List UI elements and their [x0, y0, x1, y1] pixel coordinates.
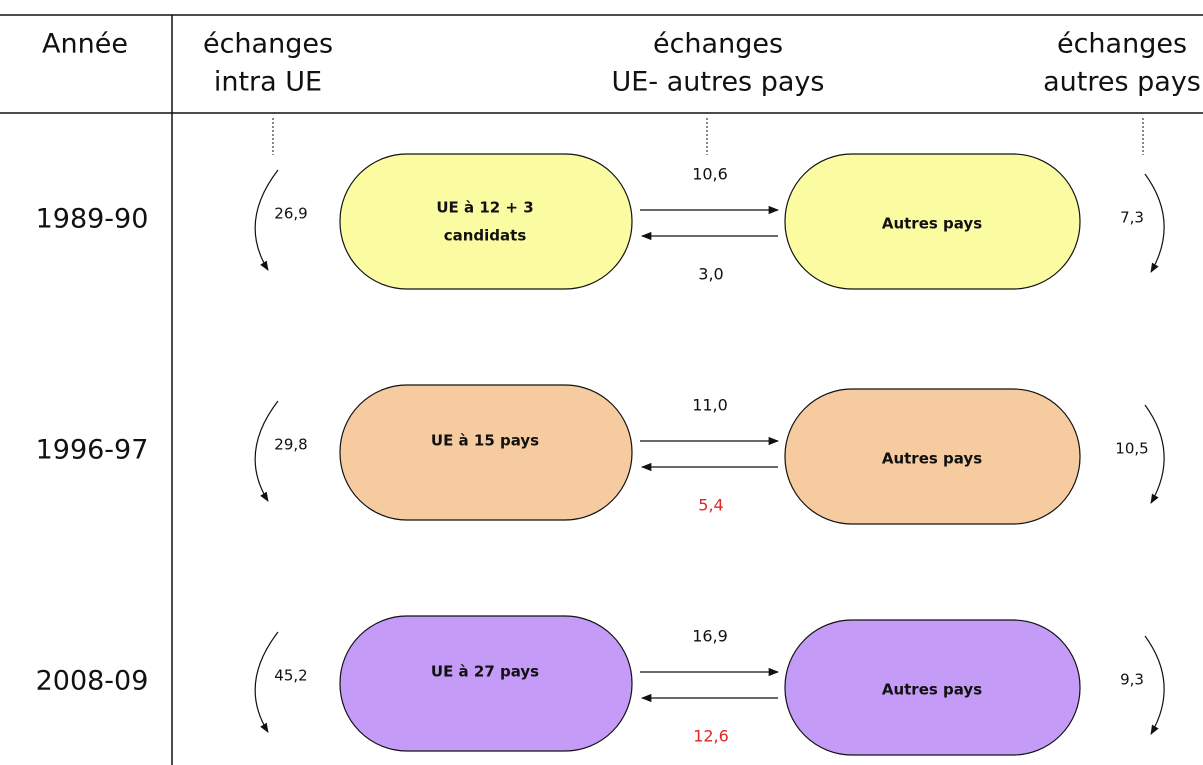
column-header: échanges	[1057, 29, 1187, 60]
intra-value: 29,8	[274, 436, 307, 454]
year-header: Année	[42, 29, 128, 60]
intra-arrow	[254, 631, 279, 733]
column-header: autres pays	[1043, 67, 1201, 98]
eu-label: UE à 15 pays	[431, 432, 539, 450]
column-header: échanges	[653, 29, 783, 60]
rest-value: 9,3	[1120, 671, 1144, 689]
rest-value: 7,3	[1120, 209, 1144, 227]
rest-arrow	[1144, 635, 1165, 735]
intra-arrow	[254, 400, 279, 502]
intra-value: 26,9	[274, 205, 307, 223]
intra-value: 45,2	[274, 667, 307, 685]
column-header: intra UE	[214, 67, 322, 98]
in-value: 12,6	[693, 727, 729, 746]
year: 1996-97	[36, 435, 149, 466]
eu-node	[339, 384, 633, 521]
other-node	[784, 619, 1081, 756]
column-header: échanges	[203, 29, 333, 60]
column-header: UE- autres pays	[612, 67, 825, 98]
out-value: 16,9	[692, 627, 728, 646]
year: 1989-90	[36, 204, 149, 235]
out-value: 11,0	[692, 396, 728, 415]
other-node	[784, 388, 1081, 525]
intra-arrow	[254, 169, 279, 271]
rest-arrow	[1144, 404, 1165, 504]
in-value: 3,0	[698, 265, 723, 284]
out-value: 10,6	[692, 165, 728, 184]
other-label: Autres pays	[882, 450, 982, 468]
eu-label: candidats	[444, 227, 527, 245]
in-value: 5,4	[698, 496, 723, 515]
other-label: Autres pays	[882, 215, 982, 233]
year: 2008-09	[36, 666, 149, 697]
other-node	[784, 153, 1081, 290]
rest-value: 10,5	[1115, 440, 1148, 458]
eu-node	[339, 153, 633, 290]
other-label: Autres pays	[882, 681, 982, 699]
eu-node	[339, 615, 633, 752]
eu-label: UE à 27 pays	[431, 663, 539, 681]
eu-label: UE à 12 + 3	[436, 199, 533, 217]
rest-arrow	[1144, 173, 1165, 273]
